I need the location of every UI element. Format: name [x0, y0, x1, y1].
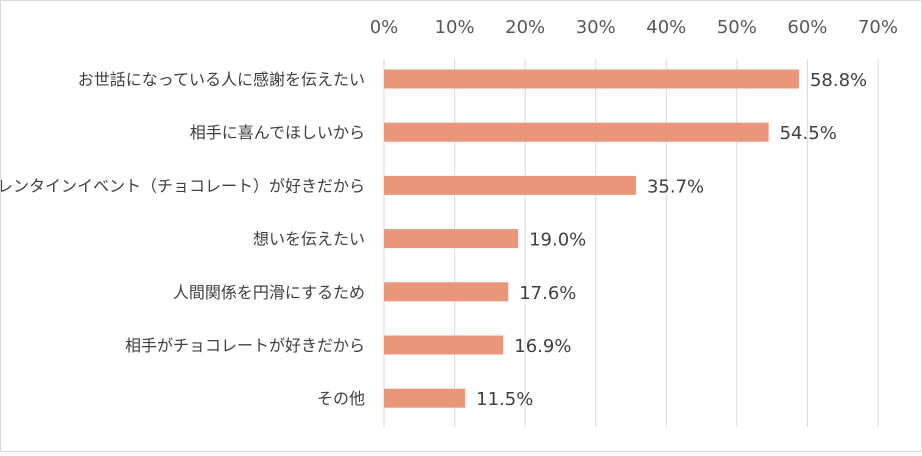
data-label: 19.0% — [529, 230, 586, 251]
bar — [384, 335, 504, 355]
x-tick-label: 30% — [576, 17, 616, 38]
category-label: バレンタインイベント（チョコレート）が好きだから — [1, 176, 365, 195]
x-tick-label: 70% — [858, 17, 898, 38]
x-tick-label: 10% — [435, 17, 475, 38]
data-label: 11.5% — [476, 389, 533, 410]
data-label: 17.6% — [519, 283, 576, 304]
bars — [384, 69, 799, 408]
bar — [384, 229, 519, 249]
x-tick-label: 40% — [646, 17, 686, 38]
grid-lines — [383, 59, 879, 427]
bar — [384, 69, 799, 89]
category-label: お世話になっている人に感謝を伝えたい — [78, 70, 365, 89]
x-tick-label: 50% — [717, 17, 757, 38]
category-label: 想いを伝えたい — [253, 230, 365, 249]
x-tick-label: 60% — [787, 17, 827, 38]
data-label: 16.9% — [514, 336, 571, 357]
x-tick-label: 0% — [370, 17, 399, 38]
bar — [384, 122, 769, 142]
x-axis-ticks: 0% 10% 20% 30% 40% 50% 60% 70% — [370, 17, 898, 38]
bar — [384, 282, 509, 302]
data-label: 58.8% — [810, 70, 867, 91]
category-label: 人間関係を円滑にするため — [173, 283, 365, 302]
data-labels: 58.8% 54.5% 35.7% 19.0% 17.6% 16.9% 11.5% — [476, 70, 867, 410]
category-label: 相手がチョコレートが好きだから — [125, 336, 365, 355]
bar — [384, 175, 636, 195]
data-label: 35.7% — [647, 176, 704, 197]
data-label: 54.5% — [780, 123, 837, 144]
x-tick-label: 20% — [505, 17, 545, 38]
category-label: 相手に喜んでほしいから — [190, 123, 365, 142]
category-labels: お世話になっている人に感謝を伝えたい相手に喜んでほしいからバレンタインイベント（… — [0, 70, 365, 408]
category-label: その他 — [317, 389, 365, 408]
bar — [384, 388, 466, 408]
